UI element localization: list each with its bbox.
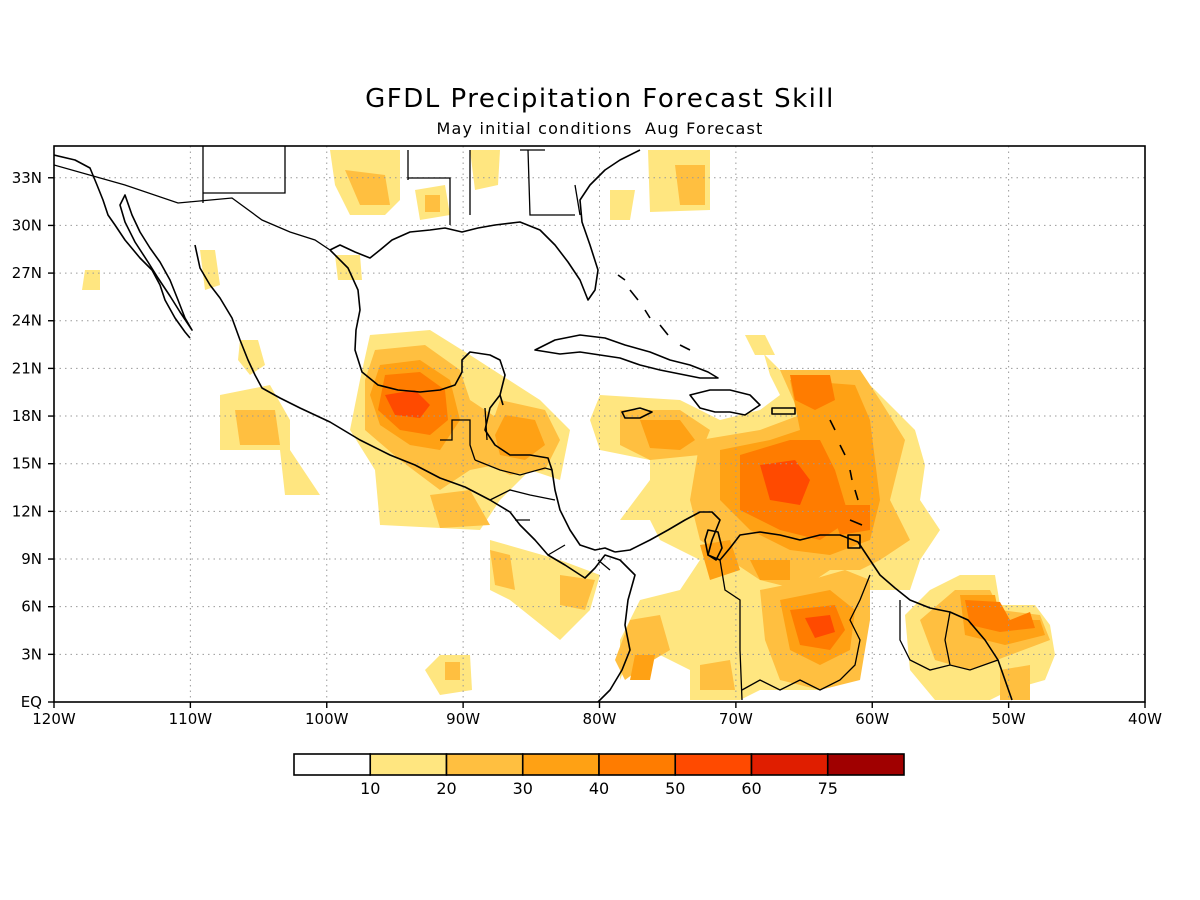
island-trinidad	[847, 534, 861, 549]
colorbar-label: 50	[665, 779, 685, 798]
lat-tick-label: EQ	[21, 693, 42, 711]
island-puerto-rico	[771, 407, 796, 415]
border-guyana-suriname	[899, 600, 999, 671]
longitude-tick-labels: 120W 110W 100W 90W 80W 70W 60W 50W 40W	[32, 702, 1162, 728]
graticule	[54, 146, 1145, 702]
border-us-mexico	[54, 164, 331, 251]
skill-region-mississippi-10	[470, 150, 500, 190]
border-venezuela-guyana	[741, 574, 871, 691]
island-cozumel	[499, 394, 504, 406]
lake-maracaibo	[704, 529, 723, 561]
latitude-tick-labels: EQ 3N 6N 9N 12N 15N 18N 21N 24N 27N 30N 33N	[12, 169, 54, 711]
skill-region-sinaloa-10	[238, 340, 265, 375]
lat-tick-label: 24N	[12, 312, 42, 330]
skill-region-florida-east-10	[610, 190, 635, 220]
island-lesser-antilles	[829, 419, 863, 526]
skill-region-costa-rica-10	[490, 540, 600, 640]
lon-tick-label: 110W	[169, 710, 213, 728]
lat-tick-label: 12N	[12, 502, 42, 520]
skill-region-louisiana-20	[425, 195, 440, 212]
colorbar-swatch	[598, 753, 677, 776]
lon-tick-label: 90W	[446, 710, 480, 728]
skill-region-ne-carib-40	[790, 375, 835, 410]
colorbar-label: 40	[589, 779, 609, 798]
skill-region-ecarib-50	[760, 460, 810, 505]
coastline-south-america-north	[614, 511, 1013, 701]
island-bahamas	[617, 274, 691, 351]
colorbar-swatch	[369, 753, 448, 776]
skill-region-venezuela-50	[805, 615, 835, 638]
colorbar-swatch	[826, 753, 905, 776]
lat-tick-label: 6N	[21, 598, 42, 616]
political-borders	[54, 146, 999, 701]
border-central-america	[474, 459, 611, 571]
skill-region-jamaica-30	[640, 420, 695, 450]
colorbar-label: 10	[360, 779, 380, 798]
chart-subtitle: May initial conditions Aug Forecast	[436, 119, 764, 138]
colorbar-label: 75	[818, 779, 838, 798]
colorbar: 10 20 30 40 50 60 75	[293, 753, 905, 798]
lon-tick-label: 60W	[855, 710, 889, 728]
chart-title: GFDL Precipitation Forecast Skill	[365, 84, 835, 114]
lat-tick-label: 21N	[12, 359, 42, 377]
border-mexico-guatemala	[440, 419, 476, 461]
skill-region-cuba-east-10	[745, 335, 775, 355]
lat-tick-label: 33N	[12, 169, 42, 187]
skill-region-pacific-west-10	[82, 270, 100, 290]
skill-region-orinoco-30	[750, 560, 790, 580]
skill-region-ecuador-20	[700, 660, 735, 690]
lat-tick-label: 15N	[12, 455, 42, 473]
island-jamaica	[621, 407, 653, 419]
lon-tick-label: 50W	[992, 710, 1026, 728]
colorbar-swatch	[674, 753, 753, 776]
colorbar-swatch	[445, 753, 524, 776]
lat-tick-label: 18N	[12, 407, 42, 425]
border-colombia-venezuela	[719, 559, 743, 701]
colorbar-label: 20	[436, 779, 456, 798]
skill-region-costa-rica-20	[490, 550, 515, 590]
skill-region-guianas-40	[965, 600, 1035, 632]
skill-region-texas-20	[345, 170, 390, 205]
lon-tick-label: 100W	[305, 710, 349, 728]
coastline-pacific-mexico	[54, 154, 636, 702]
border-us-states	[202, 146, 581, 225]
skill-region-eq-pacific-20	[445, 662, 460, 680]
lon-tick-label: 120W	[32, 710, 76, 728]
skill-region-honduras-30	[495, 415, 545, 460]
skill-region-pacific-guat-20	[430, 490, 490, 528]
lat-tick-label: 3N	[21, 645, 42, 663]
skill-shading	[82, 150, 1055, 700]
coastlines	[54, 149, 1013, 702]
lat-tick-label: 27N	[12, 264, 42, 282]
skill-region-panama-20	[560, 575, 595, 610]
coastline-gulf-of-mexico	[329, 149, 641, 553]
colorbar-swatch	[521, 753, 600, 776]
coastline-baja	[119, 194, 193, 331]
lat-tick-label: 30N	[12, 216, 42, 234]
skill-region-baja-10	[200, 250, 220, 290]
island-hispaniola	[689, 389, 761, 416]
border-belize	[484, 407, 488, 441]
lon-tick-label: 70W	[719, 710, 753, 728]
plot-area	[54, 146, 1145, 702]
colorbar-label: 60	[741, 779, 761, 798]
island-cuba	[534, 334, 719, 379]
skill-region-colombia-20	[615, 615, 670, 680]
skill-region-carolinas-20	[675, 165, 705, 205]
skill-region-amazon-mouth-20	[1000, 665, 1030, 700]
skill-region-nw-mexico-20	[235, 410, 280, 445]
colorbar-swatch	[750, 753, 829, 776]
skill-region-colombia-30	[630, 655, 655, 680]
lat-tick-label: 9N	[21, 550, 42, 568]
lon-tick-label: 40W	[1128, 710, 1162, 728]
lon-tick-label: 80W	[583, 710, 617, 728]
skill-region-campeche-50	[385, 390, 430, 418]
colorbar-swatch	[293, 753, 372, 776]
colorbar-label: 30	[513, 779, 533, 798]
